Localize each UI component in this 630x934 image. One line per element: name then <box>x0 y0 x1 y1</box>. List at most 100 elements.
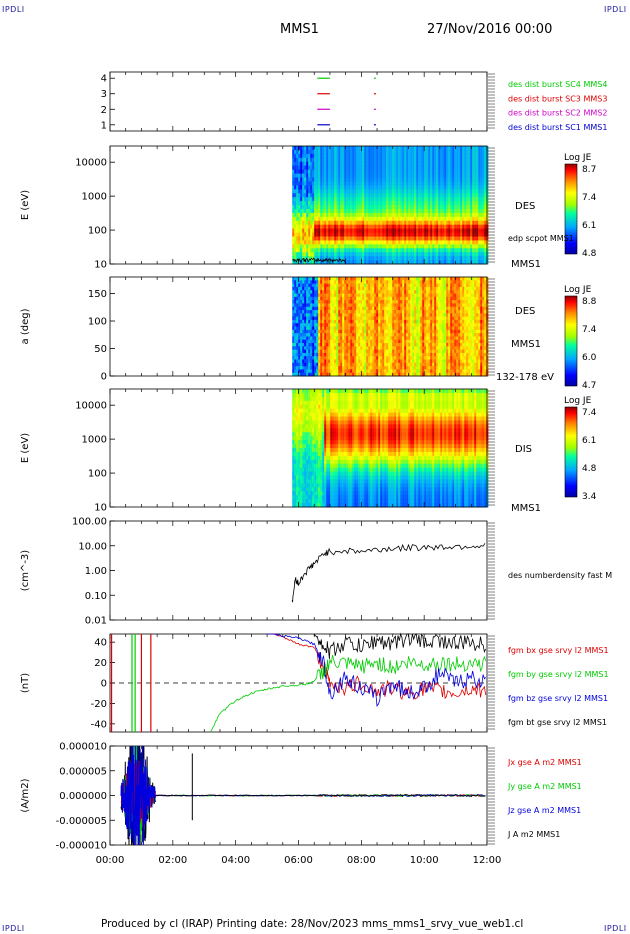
spectrogram-cell <box>318 205 321 210</box>
spectrogram-cell <box>326 343 329 347</box>
spectrogram-cell <box>456 236 459 241</box>
spectrogram-cell <box>482 256 485 261</box>
spectrogram-cell <box>366 372 369 377</box>
spectrogram-cell <box>326 220 329 226</box>
spectrogram-cell <box>318 216 321 222</box>
spectrogram-cell <box>304 236 307 241</box>
spectrogram-cell <box>340 310 343 314</box>
spectrogram-cell <box>304 252 307 257</box>
spectrogram-cell <box>414 244 417 249</box>
spectrogram-cell <box>432 205 435 210</box>
spectrogram-cell <box>440 236 443 241</box>
spectrogram-cell <box>314 343 317 347</box>
spectrogram-cell <box>328 339 331 344</box>
spectrogram-cell <box>406 359 409 364</box>
spectrogram-cell <box>392 336 395 341</box>
spectrogram-cell <box>366 153 369 159</box>
spectrogram-cell <box>348 220 351 226</box>
spectrogram-cell <box>292 193 295 198</box>
spectrogram-cell <box>342 216 345 222</box>
spectrogram-cell <box>328 252 331 257</box>
spectrogram-cell <box>316 362 319 367</box>
spectrogram-cell <box>368 346 371 351</box>
spectrogram-cell <box>412 189 415 194</box>
spectrogram-cell <box>366 248 369 253</box>
spectrogram-cell <box>426 248 429 253</box>
spectrogram-cell <box>398 220 401 226</box>
spectrogram-cell <box>306 157 309 163</box>
spectrogram-cell <box>368 352 371 357</box>
spectrogram-cell <box>482 153 485 159</box>
spectrogram-cell <box>408 173 411 178</box>
spectrogram-cell <box>440 240 443 245</box>
spectrogram-cell <box>294 333 297 337</box>
spectrogram-cell <box>472 197 475 202</box>
spectrogram-cell <box>318 333 321 337</box>
spectrogram-cell <box>408 252 411 257</box>
spectrogram-cell <box>358 323 361 327</box>
spectrogram-cell <box>350 339 353 344</box>
spectrogram-cell <box>296 193 299 198</box>
spectrogram-cell <box>472 208 475 214</box>
spectrogram-cell <box>396 224 399 230</box>
spectrogram-cell <box>406 296 409 301</box>
spectrogram-cell <box>462 208 465 214</box>
spectrogram-cell <box>484 232 487 237</box>
spectrogram-cell <box>364 252 367 257</box>
spectrogram-cell <box>458 165 461 171</box>
spectrogram-cell <box>300 326 303 331</box>
spectrogram-cell <box>296 157 299 163</box>
spectrogram-cell <box>372 326 375 331</box>
spectrogram-cell <box>328 303 331 308</box>
spectrogram-cell <box>300 349 303 354</box>
spectrogram-cell <box>352 333 355 337</box>
spectrogram-cell <box>300 293 303 298</box>
spectrogram-cell <box>448 153 451 159</box>
spectrogram-cell <box>428 189 431 194</box>
spectrogram-cell <box>328 313 331 318</box>
spectrogram-cell <box>304 248 307 253</box>
spectrogram-cell <box>394 319 397 324</box>
spectrogram-cell <box>380 216 383 222</box>
spectrogram-cell <box>340 208 343 214</box>
spectrogram-cell <box>312 252 315 257</box>
spectrogram-cell <box>348 346 351 351</box>
spectrogram-cell <box>370 260 373 265</box>
spectrogram-cell <box>406 169 409 175</box>
spectrogram-cell <box>404 208 407 214</box>
spectrogram-cell <box>306 185 309 190</box>
spectrogram-cell <box>380 319 383 324</box>
spectrogram-cell <box>398 256 401 261</box>
spectrogram-cell <box>376 310 379 314</box>
spectrogram-cell <box>332 352 335 357</box>
spectrogram-cell <box>314 146 317 151</box>
spectrogram-cell <box>302 208 305 214</box>
spectrogram-cell <box>434 216 437 222</box>
spectrogram-cell <box>396 240 399 245</box>
spectrogram-cell <box>448 232 451 237</box>
spectrogram-cell <box>302 280 305 285</box>
spectrogram-cell <box>386 283 389 288</box>
spectrogram-cell <box>410 212 413 218</box>
spectrogram-cell <box>378 336 381 341</box>
y-tick-label: 1000 <box>82 192 107 203</box>
spectrogram-cell <box>326 212 329 218</box>
spectrogram-cell <box>366 165 369 171</box>
spectrogram-cell <box>392 339 395 344</box>
spectrogram-cell <box>362 260 365 265</box>
spectrogram-cell <box>292 185 295 190</box>
spectrogram-cell <box>320 283 323 288</box>
spectrogram-cell <box>296 366 299 370</box>
spectrogram-cell <box>316 205 319 210</box>
spectrogram-cell <box>352 240 355 245</box>
spectrogram-cell <box>390 329 393 334</box>
spectrogram-cell <box>382 165 385 171</box>
spectrogram-cell <box>362 296 365 301</box>
spectrogram-cell <box>406 201 409 206</box>
spectrogram-cell <box>438 169 441 175</box>
spectrogram-cell <box>334 252 337 257</box>
spectrogram-cell <box>374 161 377 167</box>
spectrogram-cell <box>338 236 341 241</box>
spectrogram-cell <box>400 329 403 334</box>
spectrogram-cell <box>296 252 299 257</box>
